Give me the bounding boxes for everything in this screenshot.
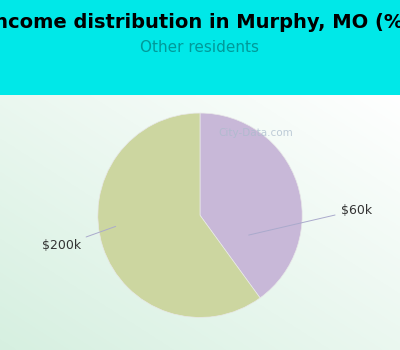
Text: City-Data.com: City-Data.com <box>219 128 294 139</box>
Text: $60k: $60k <box>249 204 372 235</box>
Text: Other residents: Other residents <box>140 40 260 55</box>
Wedge shape <box>98 113 260 317</box>
Text: Income distribution in Murphy, MO (%): Income distribution in Murphy, MO (%) <box>0 13 400 32</box>
Wedge shape <box>200 113 302 298</box>
Text: $200k: $200k <box>42 226 116 252</box>
